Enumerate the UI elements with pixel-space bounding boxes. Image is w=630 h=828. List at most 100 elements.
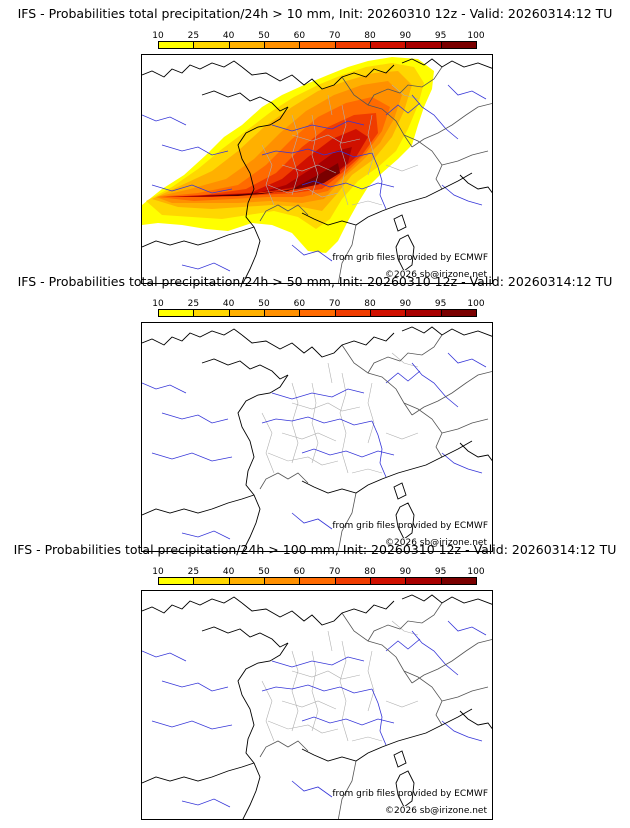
- coastline: [459, 174, 492, 194]
- coastline-layer: [142, 326, 492, 551]
- river: [447, 620, 487, 636]
- river: [371, 420, 387, 478]
- country-borders: [259, 66, 492, 283]
- colorbar-tick-label: 70: [328, 299, 341, 309]
- map-svg: [142, 57, 492, 283]
- colorbar-segment: [370, 41, 407, 49]
- coastline: [401, 326, 492, 337]
- coastline: [237, 642, 289, 819]
- source-credit: from grib files provided by ECMWF: [332, 253, 488, 263]
- country-border: [403, 134, 443, 190]
- panel-title: IFS - Probabilities total precipitation/…: [17, 6, 613, 21]
- river: [142, 650, 187, 662]
- country-border: [367, 334, 443, 374]
- colorbar-tick-label: 90: [399, 567, 412, 577]
- country-border: [341, 612, 413, 684]
- department-borders: [261, 352, 419, 474]
- river: [385, 370, 421, 384]
- river: [291, 512, 333, 530]
- river: [385, 638, 421, 652]
- colorbar-segment: [440, 309, 477, 317]
- colorbar-segment: [158, 309, 195, 317]
- colorbar-segment: [405, 577, 442, 585]
- colorbar-tick-label: 80: [364, 567, 376, 577]
- country-border: [259, 740, 309, 758]
- colorbar-segment: [440, 41, 477, 49]
- colorbar: 10 25 40 50 60 70 80 90 95 100: [152, 31, 485, 49]
- colorbar-tick-label: 100: [467, 299, 485, 309]
- colorbar-tick-label: 60: [293, 299, 306, 309]
- coastline: [142, 328, 243, 346]
- coastline: [201, 626, 289, 648]
- river: [151, 452, 233, 462]
- colorbar-tick-label: 95: [434, 299, 447, 309]
- department-border: [261, 680, 275, 742]
- coastline: [395, 770, 415, 808]
- map-area[interactable]: from grib files provided by ECMWF ©2026 …: [141, 54, 493, 284]
- department-border: [261, 412, 275, 474]
- river: [291, 780, 333, 798]
- colorbar-segment: [299, 577, 336, 585]
- department-border: [391, 352, 419, 368]
- colorbar-tick-label: 40: [222, 31, 235, 41]
- coastline: [201, 90, 289, 112]
- country-border: [337, 760, 357, 819]
- colorbar-tick-label: 100: [467, 567, 485, 577]
- department-border: [281, 164, 337, 174]
- colorbar-segment: [228, 41, 265, 49]
- colorbar-segment: [193, 309, 230, 317]
- river: [261, 416, 373, 426]
- source-credit: from grib files provided by ECMWF: [332, 789, 488, 799]
- coastline: [237, 374, 289, 551]
- colorbar-segment: [440, 577, 477, 585]
- river: [371, 688, 387, 746]
- department-border: [367, 114, 375, 176]
- country-border: [403, 670, 443, 726]
- department-border: [311, 650, 319, 732]
- coastline: [395, 502, 415, 540]
- country-border: [411, 371, 492, 416]
- department-border: [391, 620, 419, 636]
- river: [441, 720, 483, 742]
- river: [151, 720, 233, 730]
- colorbar-tick-label: 90: [399, 31, 412, 41]
- colorbar-segment: [405, 309, 442, 317]
- coastline: [459, 442, 492, 462]
- colorbar-tick-label: 50: [258, 31, 270, 41]
- river: [411, 94, 459, 140]
- country-border: [337, 224, 357, 283]
- colorbar-segment: [228, 309, 265, 317]
- department-border: [391, 84, 419, 100]
- country-border: [341, 344, 413, 416]
- country-border: [441, 150, 489, 166]
- colorbar-segment: [228, 577, 265, 585]
- colorbar: 10 25 40 50 60 70 80 90 95 100: [152, 567, 485, 585]
- river: [142, 114, 187, 126]
- colorbar-tick-label: 40: [222, 567, 235, 577]
- colorbar-tick-label: 60: [293, 567, 306, 577]
- coastline: [241, 332, 395, 358]
- colorbar-tick-label: 10: [152, 299, 164, 309]
- coastline: [393, 214, 407, 232]
- department-border: [311, 382, 319, 464]
- coastline: [237, 106, 289, 283]
- river: [411, 362, 459, 408]
- colorbar-segment: [264, 309, 301, 317]
- coastline: [301, 172, 473, 226]
- coastline: [395, 234, 415, 272]
- country-border: [337, 492, 357, 551]
- department-border: [327, 630, 333, 652]
- colorbar-segment: [370, 577, 407, 585]
- map-area[interactable]: from grib files provided by ECMWF ©2026 …: [141, 590, 493, 820]
- department-border: [351, 736, 383, 742]
- river: [261, 148, 373, 158]
- coastline: [201, 358, 289, 380]
- country-border: [367, 66, 443, 106]
- copyright: ©2026 sb@irizone.net: [384, 270, 488, 280]
- colorbar: 10 25 40 50 60 70 80 90 95 100: [152, 299, 485, 317]
- map-svg: [142, 326, 492, 551]
- colorbar-tick-label: 95: [434, 31, 447, 41]
- country-border: [403, 402, 443, 458]
- colorbar-segment: [405, 41, 442, 49]
- map-area[interactable]: from grib files provided by ECMWF ©2026 …: [141, 322, 493, 552]
